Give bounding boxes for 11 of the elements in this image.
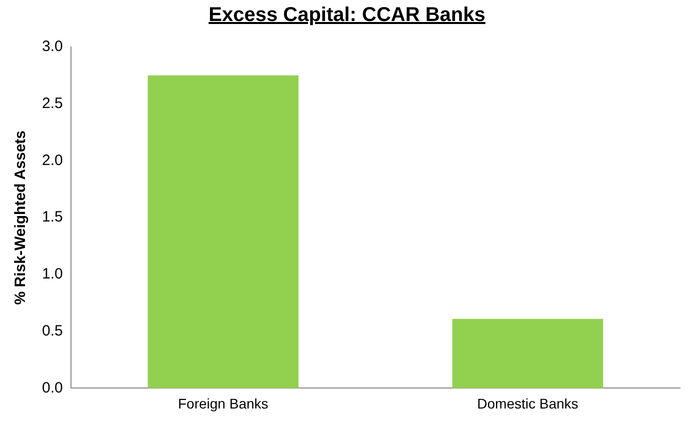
y-tick-label: 3.0 bbox=[42, 38, 63, 56]
y-tick-label: 2.5 bbox=[42, 95, 63, 112]
y-tick-label: 2.0 bbox=[42, 152, 63, 169]
chart-title: Excess Capital: CCAR Banks bbox=[208, 4, 486, 27]
y-tick-label: 0.5 bbox=[42, 322, 63, 340]
x-tick-label: Domestic Banks bbox=[477, 395, 578, 412]
y-tick-label: 1.0 bbox=[42, 266, 63, 283]
y-axis-title: % Risk-Weighted Assets bbox=[12, 130, 30, 305]
y-tick-label: 0.0 bbox=[42, 379, 63, 396]
y-tick-label: 1.5 bbox=[42, 208, 63, 226]
x-tick-label: Foreign Banks bbox=[178, 395, 268, 412]
